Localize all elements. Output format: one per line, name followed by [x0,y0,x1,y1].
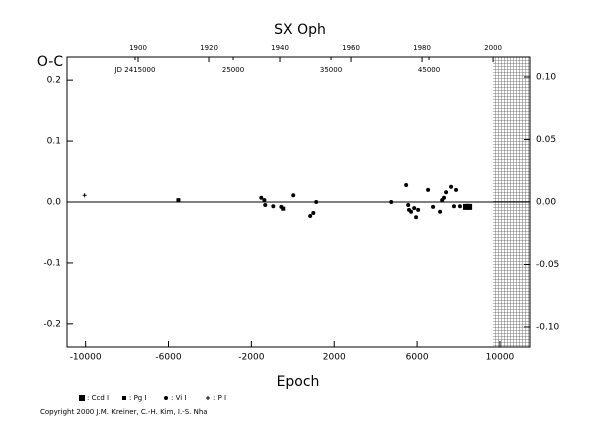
data-point [449,184,454,189]
data-point [457,204,462,209]
copyright: Copyright 2000 J.M. Kreiner, C.-H. Kim, … [40,408,208,416]
data-point [314,200,319,204]
legend-marker [79,395,85,401]
year-tick-label: 1980 [413,44,431,52]
data-point [263,203,268,208]
x-tick-label: -2000 [238,353,264,363]
data-point [176,198,181,203]
data-point [426,187,431,192]
jd-tick-label: 25000 [222,66,244,74]
data-point [438,209,443,214]
y-tick-label: 0.1 [47,137,61,147]
year-tick-label: 1960 [342,44,360,52]
y-tick-label: -0.2 [43,319,61,329]
data-point [414,215,419,220]
jd-tick-label: 45000 [418,66,440,74]
y2-tick-label: -0.05 [536,260,559,270]
data-point [281,206,286,211]
year-tick-label: 1920 [200,44,218,52]
legend-label: : Ccd I [87,394,109,402]
legend-label: : Vi I [171,394,186,402]
data-point [409,209,414,214]
legend-marker [122,396,126,400]
legend-label: : Pg I [129,394,147,402]
data-point [271,204,276,209]
data-point [389,200,394,204]
legend-marker [164,396,168,400]
y-axis-label: O-C [37,54,63,70]
year-tick-label: 1940 [271,44,289,52]
data-point [466,203,473,210]
data-point [82,193,87,198]
y2-tick-label: 0.10 [536,73,556,83]
data-point [406,203,411,208]
data-point [259,195,264,200]
y-tick-label: 0.2 [47,76,61,86]
data-point [444,190,449,195]
y-tick-label: 0.0 [47,198,62,208]
x-axis-label: Epoch [277,374,320,390]
x-tick-label: 10000 [486,353,515,363]
y2-tick-label: 0.05 [536,135,556,145]
y2-tick-label: -0.10 [536,323,560,333]
data-point [291,193,296,198]
data-point [308,214,313,219]
data-point [311,210,316,215]
year-tick-label: 1900 [129,44,147,52]
year-tick-label: 2000 [484,44,502,52]
x-tick-label: 6000 [406,353,429,363]
data-point [462,203,469,210]
chart-title: SX Oph [274,22,326,38]
data-point [279,204,284,209]
data-point [412,206,417,211]
data-point [262,198,267,203]
jd-tick-label: JD 2415000 [114,66,156,74]
data-point [442,195,447,200]
data-point [431,204,436,209]
data-point [451,204,456,209]
x-tick-label: -10000 [70,353,102,363]
data-point [404,182,409,187]
y-tick-label: -0.1 [43,258,61,268]
legend-marker [206,396,210,400]
x-tick-label: 2000 [323,353,346,363]
legend-label: : P I [213,394,226,402]
data-point [454,187,459,192]
jd-tick-label: 35000 [320,66,342,74]
x-tick-label: -6000 [155,353,181,363]
data-point [416,207,421,212]
y2-tick-label: 0.00 [536,198,556,208]
